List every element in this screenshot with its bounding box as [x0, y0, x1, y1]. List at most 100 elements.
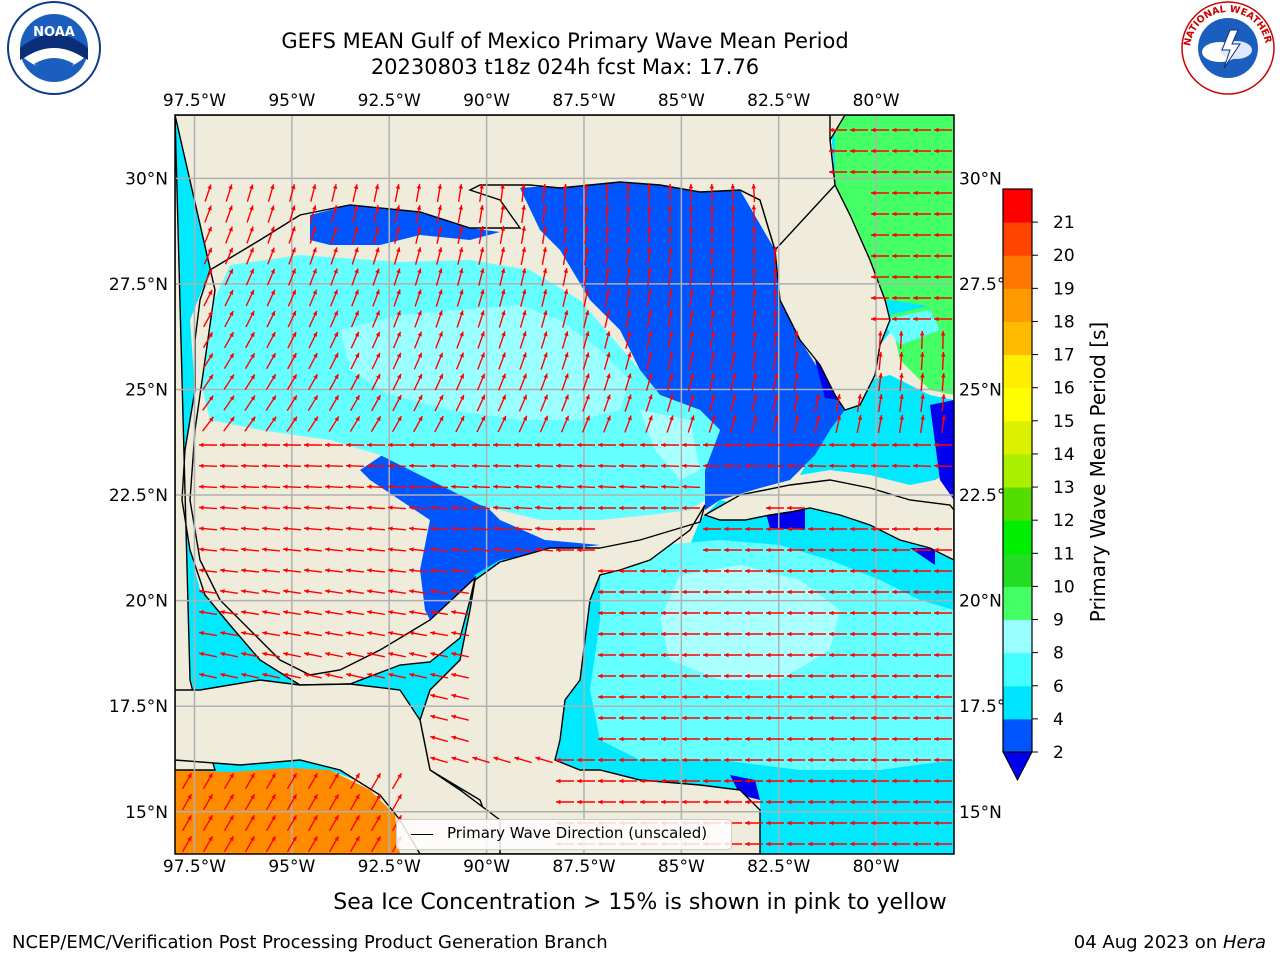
wave-direction-arrow — [703, 547, 721, 553]
wave-direction-arrow — [430, 672, 448, 679]
wave-direction-arrow — [434, 352, 444, 370]
wave-direction-arrow — [934, 778, 952, 784]
wave-direction-arrow — [808, 715, 826, 721]
wave-direction-arrow — [640, 631, 658, 637]
wave-direction-arrow — [345, 547, 365, 552]
wave-direction-arrow — [598, 736, 616, 742]
wave-direction-arrow — [388, 610, 406, 616]
wave-direction-arrow — [892, 316, 910, 322]
wave-direction-arrow — [605, 204, 610, 224]
wave-direction-arrow — [640, 610, 658, 616]
wave-direction-arrow — [687, 415, 695, 433]
wave-direction-arrow — [451, 714, 469, 721]
wave-direction-arrow — [303, 526, 323, 531]
wave-direction-arrow — [724, 526, 742, 532]
wave-direction-arrow — [308, 352, 318, 370]
wave-direction-arrow — [392, 352, 402, 370]
wave-direction-arrow — [829, 820, 847, 826]
wave-direction-arrow — [563, 204, 568, 224]
wave-direction-arrow — [265, 395, 277, 411]
wave-direction-arrow — [477, 352, 485, 370]
wave-direction-arrow — [392, 331, 402, 349]
wave-direction-arrow — [199, 672, 217, 679]
lon-tick-label-bottom: 80°W — [853, 857, 900, 877]
wave-direction-arrow — [513, 484, 533, 490]
lon-tick-label-top: 92.5°W — [358, 91, 421, 111]
wave-direction-arrow — [199, 651, 217, 658]
wave-direction-arrow — [835, 415, 842, 433]
wave-direction-arrow — [640, 505, 658, 511]
wave-direction-arrow — [624, 352, 632, 370]
period-band-9-10s-atlantic — [835, 115, 954, 310]
wave-direction-arrow — [934, 295, 952, 301]
wave-direction-arrow — [619, 694, 637, 700]
wave-direction-arrow — [878, 351, 883, 371]
wave-direction-arrow — [520, 226, 526, 244]
wave-direction-arrow — [246, 205, 254, 223]
wave-direction-arrow — [765, 442, 785, 448]
wave-direction-arrow — [492, 526, 512, 531]
wave-direction-arrow — [455, 373, 465, 391]
wave-direction-arrow — [667, 288, 673, 308]
colorbar-tick-label: 16 — [1053, 379, 1075, 399]
wave-direction-arrow — [539, 394, 549, 412]
wave-direction-arrow — [265, 793, 277, 811]
wave-direction-arrow — [556, 505, 574, 511]
wave-direction-arrow — [646, 183, 652, 203]
wave-direction-arrow — [202, 331, 214, 349]
wave-direction-arrow — [619, 505, 637, 511]
wave-direction-arrow — [261, 526, 281, 531]
wave-direction-arrow — [626, 246, 631, 266]
wave-direction-arrow — [703, 526, 721, 532]
wave-direction-arrow — [682, 736, 700, 742]
wave-direction-arrow — [828, 463, 848, 469]
wave-direction-arrow — [681, 442, 701, 448]
wave-direction-arrow — [751, 225, 757, 245]
wave-direction-arrow — [682, 694, 700, 700]
wave-direction-arrow — [934, 673, 952, 679]
wave-direction-arrow — [766, 610, 784, 616]
wave-direction-arrow — [773, 330, 778, 350]
wave-direction-arrow — [603, 373, 611, 391]
wave-direction-arrow — [393, 289, 401, 307]
wave-direction-arrow — [919, 414, 925, 434]
wave-direction-arrow — [934, 610, 952, 616]
wave-direction-arrow — [261, 547, 281, 552]
wave-direction-arrow — [850, 736, 868, 742]
wave-direction-arrow — [766, 526, 784, 532]
wave-direction-arrow — [786, 463, 806, 469]
wave-direction-arrow — [619, 589, 637, 595]
lon-tick-label-bottom: 95°W — [268, 857, 315, 877]
wave-direction-arrow — [577, 505, 595, 511]
wave-direction-arrow — [429, 526, 449, 531]
wave-direction-arrow — [576, 484, 596, 490]
wave-direction-arrow — [456, 331, 464, 349]
wave-direction-arrow — [766, 631, 784, 637]
colorbar-tick-label: 12 — [1053, 511, 1075, 531]
wave-direction-arrow — [498, 331, 506, 349]
colorbar-tick-label: 17 — [1053, 346, 1075, 366]
wave-direction-arrow — [619, 778, 637, 784]
wave-direction-arrow — [513, 463, 533, 469]
wave-direction-arrow — [387, 463, 407, 469]
wave-direction-arrow — [240, 463, 260, 469]
lat-tick-label-right: 20°N — [959, 592, 1002, 612]
wave-direction-arrow — [787, 799, 805, 805]
wave-direction-arrow — [646, 289, 652, 307]
wave-direction-arrow — [286, 814, 298, 832]
wave-direction-arrow — [807, 463, 827, 469]
wave-direction-arrow — [667, 331, 674, 349]
wave-direction-arrow — [808, 652, 826, 658]
wave-direction-arrow — [786, 442, 806, 448]
wave-direction-arrow — [745, 799, 763, 805]
central-america-coast — [175, 679, 501, 854]
wave-direction-arrow — [709, 225, 715, 245]
wave-direction-arrow — [223, 416, 235, 432]
wave-direction-arrow — [282, 463, 302, 469]
wave-direction-arrow — [605, 246, 610, 266]
wave-direction-arrow — [561, 373, 569, 391]
wave-direction-arrow — [724, 736, 742, 742]
wave-direction-arrow — [286, 395, 298, 411]
wave-direction-arrow — [283, 651, 301, 658]
wave-direction-arrow — [850, 631, 868, 637]
